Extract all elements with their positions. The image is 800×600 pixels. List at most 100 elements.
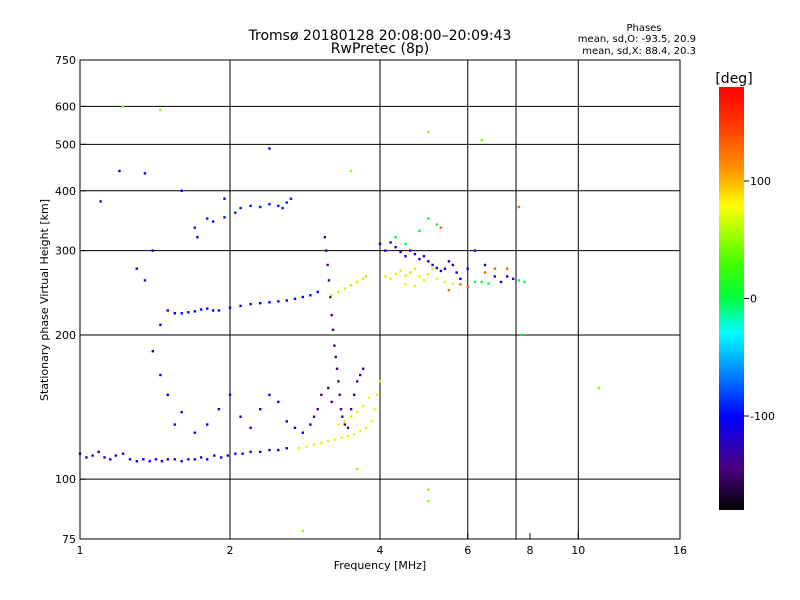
data-point-9-10 [520,333,523,337]
data-point-0-18 [193,458,197,461]
data-point-0-8 [128,458,132,461]
data-point-7-11 [431,263,434,267]
data-point-3-21 [309,423,312,426]
data-point-5-2 [312,443,316,446]
data-point-1-4 [193,310,197,313]
y-tick-label-0: 75 [62,533,76,546]
data-point-2-9 [281,206,284,210]
data-point-1-12 [259,301,262,305]
data-point-3-24 [180,189,183,192]
data-point-0-29 [277,448,280,452]
data-points [78,105,601,533]
data-point-7-13 [439,269,443,273]
data-point-0-6 [114,454,118,457]
data-point-3-3 [159,323,162,327]
data-point-2-6 [259,205,262,209]
data-point-10-3 [483,271,487,274]
data-point-3-13 [239,415,242,418]
data-point-4-3 [327,279,331,282]
x-tick-label-5: 10 [571,544,585,557]
data-point-9-2 [418,229,421,232]
data-point-0-16 [180,460,183,463]
data-point-4-14 [343,423,347,426]
data-point-1-16 [293,297,297,300]
data-point-10-7 [439,226,443,229]
data-point-2-12 [193,226,197,229]
data-point-6-0 [330,294,333,297]
data-point-8-14 [443,280,447,284]
data-point-5-10 [364,426,368,430]
data-point-8-1 [389,277,392,280]
data-point-4-17 [352,393,356,397]
data-point-11-7 [301,529,305,533]
data-point-8-2 [394,272,397,276]
data-point-1-8 [217,309,221,312]
y-tick-label-2: 200 [55,329,76,342]
data-point-8-0 [384,275,387,278]
chart-title: Tromsø 20180128 20:08:00–20:09:43 [248,28,512,44]
data-point-7-0 [378,242,382,245]
data-point-4-21 [330,400,333,404]
data-point-6-2 [343,287,347,290]
data-point-0-19 [199,456,203,459]
data-point-2-2 [223,216,226,219]
data-point-4-6 [331,328,335,332]
data-point-8-9 [427,272,430,276]
data-point-5-20 [343,420,347,423]
x-tick-label-1: 2 [227,544,234,557]
colorbar-label: [deg] [715,71,752,87]
x-tick-label-6: 16 [673,544,687,557]
data-point-5-11 [370,420,373,423]
data-point-8-10 [431,267,434,270]
data-point-4-5 [330,313,333,317]
data-point-4-10 [337,380,340,383]
data-point-3-14 [249,426,252,430]
data-point-0-11 [148,460,151,463]
data-point-8-5 [409,271,412,274]
data-point-7-20 [473,249,477,252]
data-point-11-6 [597,386,601,390]
data-point-5-17 [361,405,365,408]
data-point-4-25 [312,415,316,418]
data-point-7-17 [455,271,458,274]
data-point-1-0 [166,309,169,312]
data-point-7-14 [443,267,447,270]
data-point-3-11 [217,407,221,411]
data-point-0-13 [160,460,164,463]
x-tick-label-3: 6 [464,544,471,557]
data-point-1-7 [211,309,215,312]
data-point-7-7 [413,252,417,256]
data-point-11-5 [427,499,430,503]
data-point-7-4 [399,250,402,254]
data-point-7-6 [409,249,412,252]
data-point-4-9 [335,367,339,370]
data-point-4-7 [333,344,336,347]
data-point-0-2 [91,454,94,457]
data-point-4-2 [326,263,329,267]
y-tick-label-4: 400 [55,185,76,198]
data-point-1-10 [239,304,242,308]
data-point-2-13 [196,235,199,239]
data-point-7-12 [435,266,438,270]
data-point-0-10 [142,458,145,461]
data-point-2-7 [268,202,271,206]
data-point-5-13 [376,393,379,397]
data-point-1-14 [277,300,280,303]
data-point-8-3 [399,269,402,273]
phase-info-line1: mean, sd,O: -93.5, 20.9 [578,34,696,45]
data-point-4-11 [338,393,341,397]
data-point-11-4 [427,488,430,492]
data-point-0-12 [154,458,158,461]
data-point-4-24 [316,407,319,411]
x-tick-label-0: 1 [77,544,84,557]
data-point-0-9 [135,460,138,463]
data-point-8-7 [418,275,421,278]
data-point-3-19 [293,426,297,430]
data-point-7-9 [422,255,426,258]
data-point-7-22 [493,275,497,278]
data-point-6-6 [364,275,368,278]
data-point-3-16 [268,393,271,397]
data-point-6-5 [361,277,365,280]
data-point-4-4 [329,295,332,299]
